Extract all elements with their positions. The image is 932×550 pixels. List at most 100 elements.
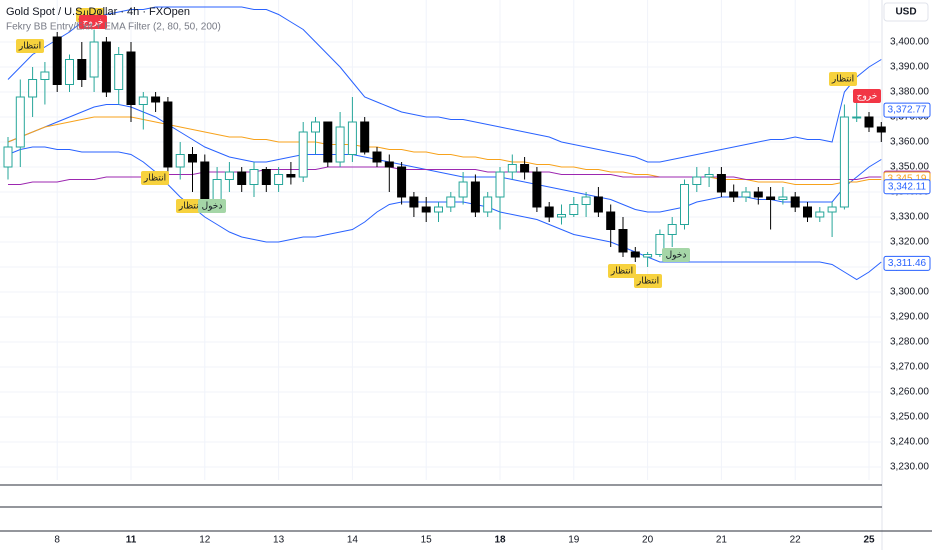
y-tick-label: 3,260.00	[890, 387, 929, 398]
candle-body	[815, 211, 825, 218]
x-tick-label: 22	[790, 535, 802, 546]
signal-badge	[16, 39, 44, 53]
candle-body	[28, 79, 38, 98]
candle-body	[126, 51, 136, 105]
y-tick-label: 3,240.00	[890, 437, 929, 448]
candle-body	[40, 71, 50, 80]
candle-body	[434, 206, 443, 213]
y-tick-label: 3,330.00	[890, 212, 929, 223]
signal-label: انتظار	[78, 9, 101, 19]
candle-body	[790, 196, 800, 208]
x-tick-label: 25	[863, 535, 875, 546]
y-tick-label: 3,320.00	[890, 237, 929, 248]
candle-body	[384, 161, 394, 168]
y-tick-label: 3,270.00	[890, 362, 929, 373]
candle-body	[864, 116, 874, 128]
candle-body	[778, 196, 788, 200]
candle-body	[839, 116, 849, 208]
x-tick-label: 15	[421, 535, 433, 546]
candle-body	[175, 154, 185, 168]
candle-body	[557, 214, 566, 218]
candle-body	[470, 181, 480, 213]
price-tag	[883, 179, 931, 195]
x-tick-label: 19	[568, 535, 580, 546]
candle-body	[89, 41, 99, 78]
candle-body	[569, 204, 579, 215]
price-tag	[883, 102, 931, 118]
y-tick-label: 3,250.00	[890, 412, 929, 423]
candle-body	[507, 164, 517, 173]
candle-body	[15, 96, 25, 148]
candle-body	[347, 121, 357, 155]
signal-label: انتظار	[18, 40, 41, 50]
signal-badge	[662, 248, 690, 262]
candle-body	[483, 196, 493, 213]
candle-body	[766, 196, 776, 200]
x-tick-label: 18	[494, 535, 506, 546]
candle-body	[667, 224, 677, 235]
y-tick-label: 3,300.00	[890, 287, 929, 298]
y-tick-label: 3,360.00	[890, 137, 929, 148]
candle-body	[138, 96, 148, 105]
candle-body	[421, 206, 431, 213]
candle-body	[237, 171, 247, 185]
candle-body	[581, 196, 591, 205]
candle-body	[335, 126, 345, 163]
candle-body	[753, 191, 763, 198]
indicator-line	[7, 6, 882, 163]
candle-body	[655, 234, 665, 255]
x-tick-label: 12	[199, 535, 211, 546]
candle-body	[65, 59, 74, 85]
candles	[3, 29, 886, 267]
candle-body	[532, 171, 542, 208]
candle-body	[274, 174, 284, 185]
y-tick-label: 3,390.00	[890, 62, 929, 73]
candle-body	[212, 179, 222, 200]
price-tag	[883, 255, 931, 271]
signal-badge	[79, 15, 107, 29]
candle-body	[729, 191, 739, 198]
candle-body	[446, 196, 456, 208]
candle-body	[643, 254, 653, 258]
signal-label: دخول	[666, 249, 687, 259]
signal-badge	[141, 171, 169, 185]
y-tick-label: 3,350.00	[890, 162, 929, 173]
candle-body	[520, 164, 530, 173]
signal-badge	[176, 199, 204, 213]
candle-body	[680, 184, 689, 225]
price-tag-label: 3,342.11	[888, 181, 927, 192]
signal-label: انتظار	[143, 172, 166, 182]
signal-badge	[198, 199, 226, 213]
candle-body	[495, 171, 505, 198]
candle-body	[323, 121, 333, 163]
indicator-title: Fekry BB Entry/Exit + EMA Filter (2, 80,…	[6, 22, 221, 33]
price-tag-label: 3,311.46	[888, 258, 927, 269]
candle-body	[593, 196, 603, 213]
indicator-line	[8, 166, 882, 185]
candle-body	[311, 121, 320, 133]
candle-body	[298, 131, 308, 178]
grid	[0, 0, 882, 480]
signal-badge	[829, 72, 857, 86]
candle-body	[397, 166, 407, 198]
signal-badge	[608, 264, 636, 278]
currency[interactable]: USD	[895, 7, 916, 18]
signal-label: انتظار	[831, 73, 854, 83]
candle-body	[52, 36, 62, 85]
candle-body	[852, 116, 862, 119]
candle-body	[188, 154, 197, 163]
currency-button[interactable]	[883, 2, 929, 22]
price-axis: 3,230.00 3,240.00 3,250.00 3,260.00 3,270.00…	[54, 37, 931, 546]
indicator-lines	[7, 6, 882, 281]
candle-body	[704, 174, 714, 178]
candle-body	[544, 206, 554, 218]
candle-body	[827, 206, 837, 213]
candle-body	[249, 169, 259, 185]
x-tick-label: 8	[54, 535, 60, 546]
signal-label: خروج	[83, 16, 104, 26]
symbol-title: Gold Spot / U.S. Dollar · 4h · FXOpen	[6, 6, 190, 18]
candle-body	[409, 196, 419, 208]
y-tick-label: 3,380.00	[890, 87, 929, 98]
candle-body	[360, 121, 370, 153]
